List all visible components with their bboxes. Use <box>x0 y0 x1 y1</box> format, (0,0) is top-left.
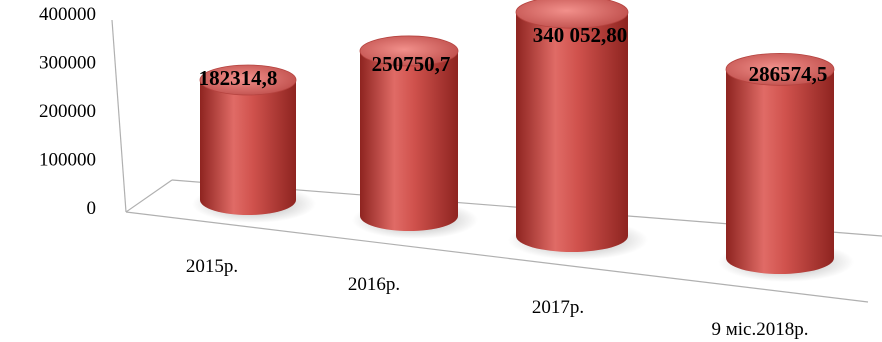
bar-3 <box>508 0 648 260</box>
bar-body <box>726 69 834 274</box>
bar-top <box>725 52 835 86</box>
data-labels: 182314,8 250750,7 340 052,80 286574,5 <box>199 23 828 90</box>
y-tick-label: 200000 <box>39 101 96 122</box>
bar-body <box>200 80 296 215</box>
x-tick-label: 2016р. <box>348 274 400 295</box>
data-label: 250750,7 <box>372 52 451 76</box>
bar-2 <box>352 35 478 239</box>
y-tick-label: 100000 <box>39 150 96 171</box>
bar-body <box>516 12 628 253</box>
y-tick-label: 300000 <box>39 53 96 74</box>
y-axis-ticks: 0 100000 200000 300000 400000 <box>39 4 96 219</box>
x-tick-label: 2017р. <box>532 297 584 318</box>
x-tick-label: 9 міс.2018р. <box>712 319 809 340</box>
bar-body <box>360 50 458 231</box>
data-label: 286574,5 <box>749 62 828 86</box>
bar-top <box>515 0 629 29</box>
floor-front-line <box>125 211 869 303</box>
data-label: 182314,8 <box>199 66 278 90</box>
back-wall-left-edge <box>111 19 127 213</box>
bars <box>192 0 854 282</box>
data-label: 340 052,80 <box>533 23 628 47</box>
bar-4 <box>718 52 854 282</box>
x-tick-label: 2015р. <box>186 256 238 277</box>
bar-top <box>199 64 297 96</box>
bar-top <box>359 35 459 67</box>
x-axis-labels: 2015р. 2016р. 2017р. 9 міс.2018р. <box>186 256 809 340</box>
y-tick-label: 400000 <box>39 4 96 25</box>
y-tick-label: 0 <box>87 198 97 219</box>
bar-1 <box>192 64 316 223</box>
floor-back-edge <box>125 179 173 213</box>
